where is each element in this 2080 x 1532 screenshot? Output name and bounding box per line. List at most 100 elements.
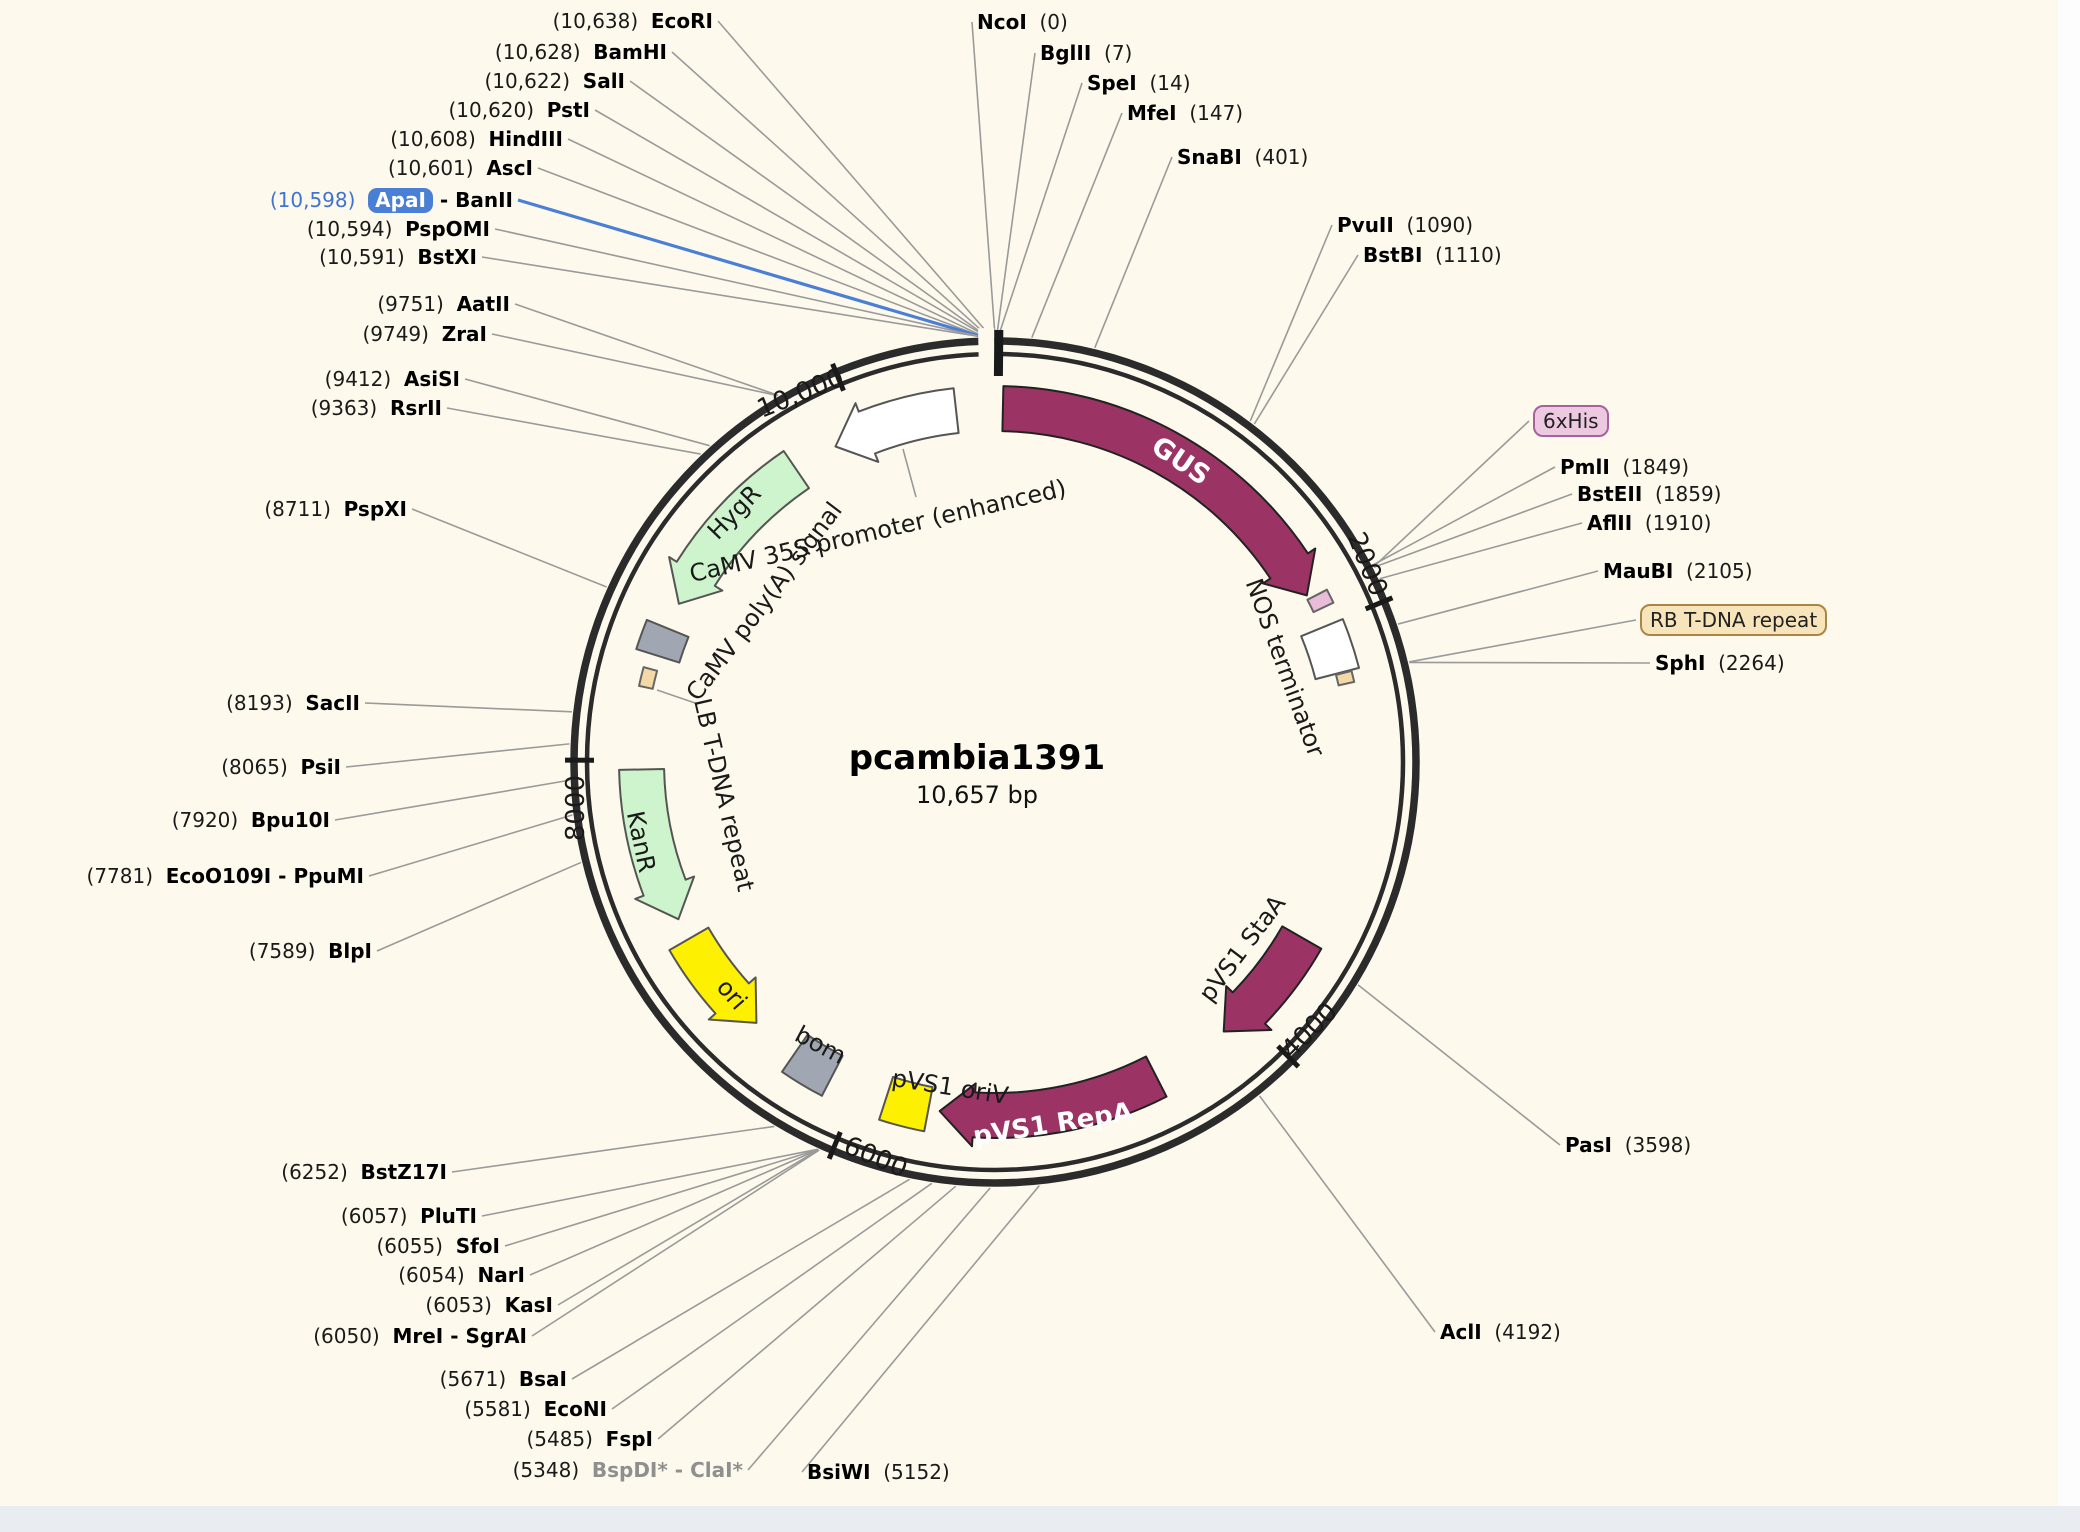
leader-AatII [514, 303, 779, 397]
leader-FspI [657, 1185, 957, 1440]
leader-PstI [594, 109, 987, 337]
tick-marks [564, 362, 1394, 1160]
site-label-AclI[interactable]: AclI (4192) [1440, 1320, 1561, 1344]
leader-6xHis [1373, 420, 1530, 568]
leader-BsiWI [801, 1185, 1040, 1473]
leader-PasI [1357, 984, 1561, 1146]
site-label-BstEII[interactable]: BstEII (1859) [1577, 482, 1722, 506]
feature-ori[interactable] [668, 926, 758, 1024]
leader-BstEII [1373, 493, 1573, 569]
feature-gus[interactable] [1001, 385, 1317, 597]
leader-AclI [1258, 1095, 1436, 1333]
site-label-SphI[interactable]: SphI (2264) [1655, 651, 1785, 675]
site-label-PvuII[interactable]: PvuII (1090) [1337, 213, 1474, 237]
feature-nos-terminator[interactable] [1300, 618, 1360, 681]
site-label-BstXI[interactable]: (10,591) BstXI [319, 245, 477, 269]
leader-MfeI [1031, 112, 1123, 338]
site-label-NarI[interactable]: (6054) NarI [398, 1263, 525, 1287]
leader-BamHI [671, 51, 989, 337]
tick-2000 [1364, 595, 1394, 612]
plasmid-title: pcambia1391 [848, 738, 1106, 778]
site-label-SpeI[interactable]: SpeI (14) [1087, 71, 1191, 95]
site-label-EcoO109I[interactable]: (7781) EcoO109I - PpuMI [86, 864, 364, 888]
site-label-EcoNI[interactable]: (5581) EcoNI [464, 1397, 607, 1421]
site-label-BstZ17I[interactable]: (6252) BstZ17I [281, 1160, 447, 1184]
site-label-MauBI[interactable]: MauBI (2105) [1603, 559, 1753, 583]
site-label-NcoI[interactable]: NcoI (0) [977, 10, 1068, 34]
site-label-AscI[interactable]: (10,601) AscI [388, 156, 533, 180]
site-label-FspI[interactable]: (5485) FspI [526, 1427, 653, 1451]
site-label-BglII[interactable]: BglII (7) [1040, 41, 1133, 65]
site-label-SacII[interactable]: (8193) SacII [226, 691, 360, 715]
site-label-EcoRI[interactable]: (10,638) EcoRI [552, 9, 713, 33]
tick-label-2000: 2000 [1341, 528, 1394, 601]
site-label-BsaI[interactable]: (5671) BsaI [439, 1367, 567, 1391]
site-label-Bpu10I[interactable]: (7920) Bpu10I [171, 808, 330, 832]
feature-bom[interactable] [781, 1033, 844, 1097]
leader-AscI [537, 167, 982, 337]
leader-HindIII [567, 138, 984, 337]
site-label-HindIII[interactable]: (10,608) HindIII [390, 127, 563, 151]
site-label-SnaBI[interactable]: SnaBI (401) [1177, 145, 1309, 169]
feature-hygr[interactable] [668, 450, 810, 605]
site-label-BlpI[interactable]: (7589) BlpI [248, 939, 372, 963]
leader-SnaBI [1094, 156, 1173, 349]
leader-MauBI [1397, 570, 1599, 625]
bottom-edge-strip [0, 1506, 2080, 1532]
leader-RB T-DNA repeat [1408, 619, 1637, 663]
site-label-MreI[interactable]: (6050) MreI - SgrAI [313, 1324, 527, 1348]
feature-6xhis[interactable] [1306, 588, 1335, 614]
feature-camv-poly-a-signal[interactable] [635, 618, 690, 664]
leader-PmlI [1372, 466, 1556, 566]
leader-BlpI [376, 861, 582, 952]
site-label-SfoI[interactable]: (6055) SfoI [376, 1234, 500, 1258]
site-label-ApaI[interactable]: (10,598) ApaI - BanII [269, 188, 513, 213]
feature-kanr[interactable] [618, 768, 696, 921]
site-label-AsiSI[interactable]: (9412) AsiSI [324, 367, 460, 391]
leader-Bpu10I [334, 779, 570, 821]
site-label-AflII[interactable]: AflII (1910) [1587, 511, 1712, 535]
tick-label-8000: 8000 [561, 775, 591, 841]
site-label-SalI[interactable]: (10,622) SalI [484, 69, 625, 93]
origin-gap [978, 327, 995, 367]
right-edge-strip [2058, 0, 2080, 1506]
site-label-PstI[interactable]: (10,620) PstI [448, 98, 590, 122]
site-label-PasI[interactable]: PasI (3598) [1565, 1133, 1692, 1157]
leader-AflII [1379, 522, 1583, 580]
leader-EcoRI [717, 20, 991, 337]
feature-camv-35s-promoter-enhanced-[interactable] [834, 387, 960, 463]
leader-MreI [531, 1149, 820, 1337]
tick-4000 [1276, 1044, 1301, 1069]
leader-SacII [364, 702, 572, 713]
site-label-PspXI[interactable]: (8711) PspXI [264, 497, 407, 521]
leader-AsiSI [464, 378, 710, 447]
site-label-RsrII[interactable]: (9363) RsrII [310, 396, 442, 420]
leader-PsiI [345, 743, 570, 768]
leader-SalI [629, 80, 987, 337]
site-label-BspDI[interactable]: (5348) BspDI* - ClaI* [512, 1458, 743, 1482]
tag-6xhis[interactable]: 6xHis [1533, 405, 1609, 437]
site-label-BamHI[interactable]: (10,628) BamHI [494, 40, 667, 64]
site-label-KasI[interactable]: (6053) KasI [425, 1293, 553, 1317]
site-label-MfeI[interactable]: MfeI (147) [1127, 101, 1244, 125]
leader-ZraI [491, 333, 778, 397]
leader-RsrII [446, 407, 701, 455]
feature-rb-t-dna-repeat[interactable] [1335, 669, 1356, 687]
site-label-PspOMI[interactable]: (10,594) PspOMI [306, 217, 490, 241]
feature-lb-t-dna-repeat[interactable] [638, 666, 659, 690]
feature-pvs1-repa[interactable] [938, 1055, 1168, 1148]
site-label-BstBI[interactable]: BstBI (1110) [1363, 243, 1502, 267]
leader-KasI [557, 1149, 819, 1306]
tag-rb-t-dna-repeat[interactable]: RB T-DNA repeat [1640, 604, 1828, 636]
leader-BsaI [571, 1178, 910, 1380]
site-label-AatII[interactable]: (9751) AatII [377, 292, 510, 316]
site-label-PmlI[interactable]: PmlI (1849) [1560, 455, 1690, 479]
site-label-BsiWI[interactable]: BsiWI (5152) [807, 1460, 950, 1484]
site-label-ZraI[interactable]: (9749) ZraI [362, 322, 487, 346]
feature-pvs1-staa[interactable] [1222, 925, 1323, 1033]
site-label-PluTI[interactable]: (6057) PluTI [340, 1204, 477, 1228]
feature-pvs1-oriv[interactable] [878, 1075, 934, 1133]
site-label-PsiI[interactable]: (8065) PsiI [221, 755, 341, 779]
